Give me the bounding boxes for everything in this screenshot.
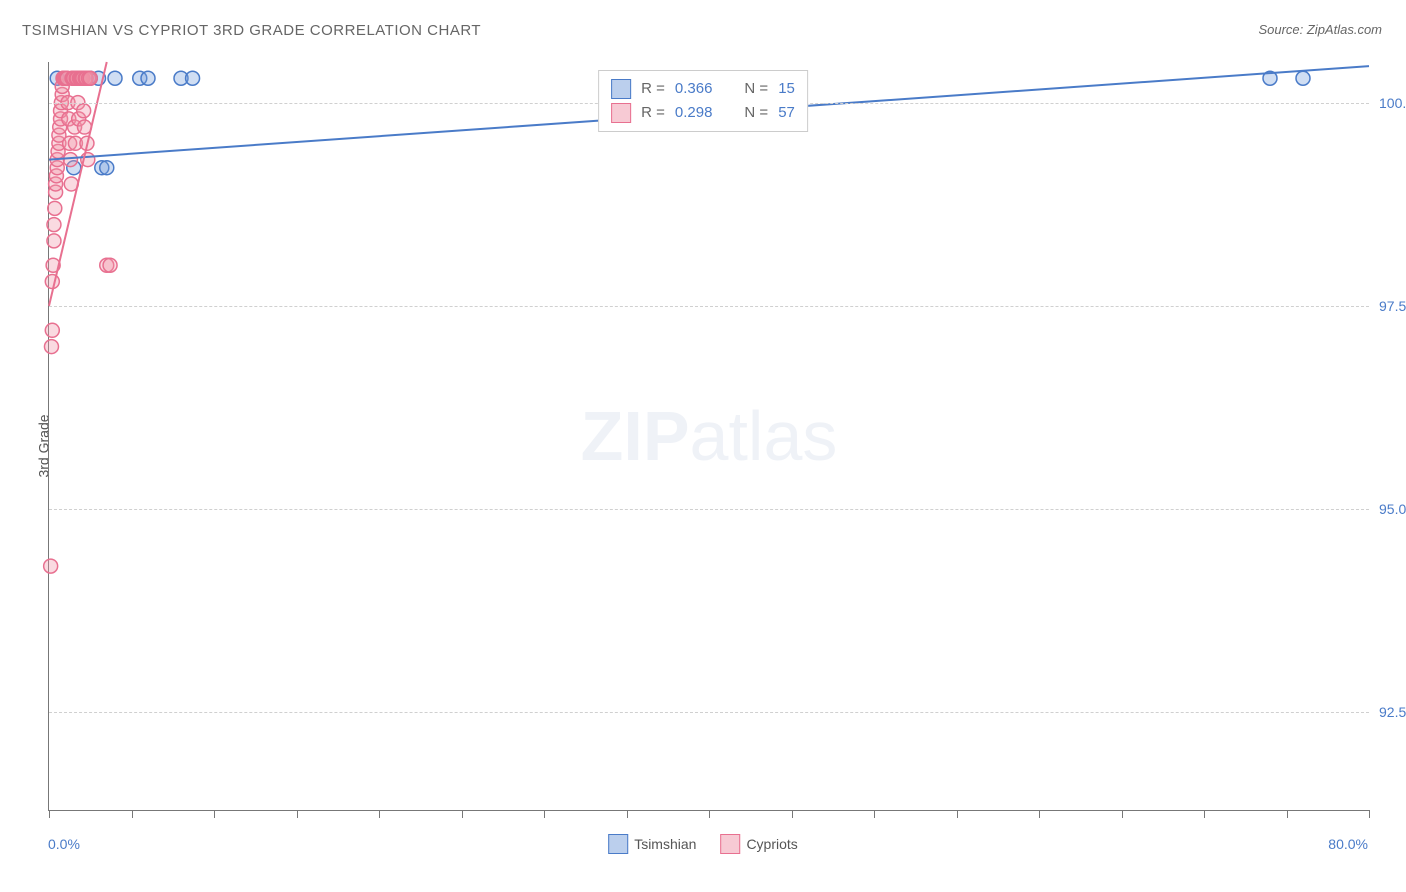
plot-area: ZIPatlas 92.5%95.0%97.5%100.0%	[48, 62, 1369, 811]
x-tick	[1287, 810, 1288, 818]
data-point	[141, 71, 155, 85]
swatch-pink	[611, 103, 631, 123]
x-tick	[379, 810, 380, 818]
data-point	[100, 161, 114, 175]
data-point	[83, 71, 97, 85]
legend-item-tsimshian: Tsimshian	[608, 834, 696, 854]
y-tick-label: 100.0%	[1379, 95, 1406, 111]
swatch-pink-2	[720, 834, 740, 854]
correlation-legend: R = 0.366 N = 15 R = 0.298 N = 57	[598, 70, 808, 132]
legend-row-tsimshian: R = 0.366 N = 15	[611, 77, 795, 101]
n-label-2: N =	[744, 101, 768, 125]
x-tick	[874, 810, 875, 818]
x-axis-min-label: 0.0%	[48, 836, 80, 852]
x-tick	[627, 810, 628, 818]
r-value-2: 0.298	[675, 101, 713, 125]
data-point	[108, 71, 122, 85]
x-tick	[957, 810, 958, 818]
data-point	[47, 234, 61, 248]
r-label: R =	[641, 77, 665, 101]
y-tick-label: 92.5%	[1379, 704, 1406, 720]
x-tick	[132, 810, 133, 818]
x-tick	[792, 810, 793, 818]
y-tick-label: 95.0%	[1379, 501, 1406, 517]
x-tick	[1039, 810, 1040, 818]
x-tick	[214, 810, 215, 818]
x-tick	[544, 810, 545, 818]
series-legend: Tsimshian Cypriots	[608, 834, 798, 854]
source-attribution: Source: ZipAtlas.com	[1258, 22, 1382, 37]
data-point	[1296, 71, 1310, 85]
data-point	[63, 153, 77, 167]
x-tick	[1122, 810, 1123, 818]
n-value-1: 15	[778, 77, 795, 101]
x-tick	[462, 810, 463, 818]
data-point	[44, 559, 58, 573]
x-tick	[709, 810, 710, 818]
legend-label-1: Tsimshian	[634, 836, 696, 852]
chart-svg	[49, 62, 1369, 810]
data-point	[45, 275, 59, 289]
swatch-blue	[611, 79, 631, 99]
gridline	[49, 509, 1369, 510]
n-label: N =	[744, 77, 768, 101]
r-label-2: R =	[641, 101, 665, 125]
data-point	[77, 104, 91, 118]
x-axis-max-label: 80.0%	[1328, 836, 1368, 852]
data-point	[48, 201, 62, 215]
data-point	[47, 218, 61, 232]
gridline	[49, 306, 1369, 307]
data-point	[103, 258, 117, 272]
data-point	[45, 323, 59, 337]
swatch-blue-2	[608, 834, 628, 854]
x-tick	[1369, 810, 1370, 818]
x-tick	[1204, 810, 1205, 818]
data-point	[186, 71, 200, 85]
gridline	[49, 712, 1369, 713]
legend-row-cypriots: R = 0.298 N = 57	[611, 101, 795, 125]
x-tick	[49, 810, 50, 818]
x-tick	[297, 810, 298, 818]
legend-item-cypriots: Cypriots	[720, 834, 797, 854]
chart-title: TSIMSHIAN VS CYPRIOT 3RD GRADE CORRELATI…	[22, 22, 481, 39]
n-value-2: 57	[778, 101, 795, 125]
y-tick-label: 97.5%	[1379, 298, 1406, 314]
legend-label-2: Cypriots	[746, 836, 797, 852]
data-point	[44, 340, 58, 354]
r-value-1: 0.366	[675, 77, 713, 101]
